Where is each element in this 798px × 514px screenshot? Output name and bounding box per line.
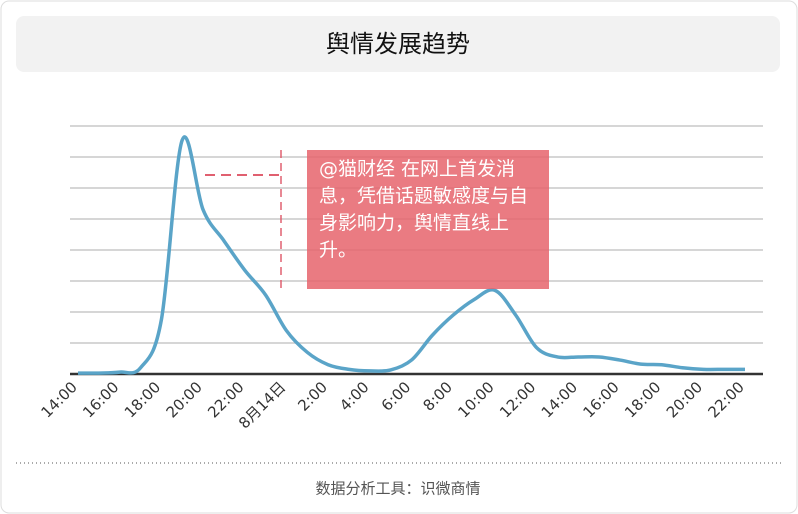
footer: 数据分析工具：识微商情 [315,480,480,498]
chart-title: 舆情发展趋势 [326,30,470,58]
header [16,16,780,72]
annotation: @猫财经 在网上首发消息，凭借话题敏感度与自身影响力，舆情直线上升。 [307,150,549,289]
line [77,135,745,375]
